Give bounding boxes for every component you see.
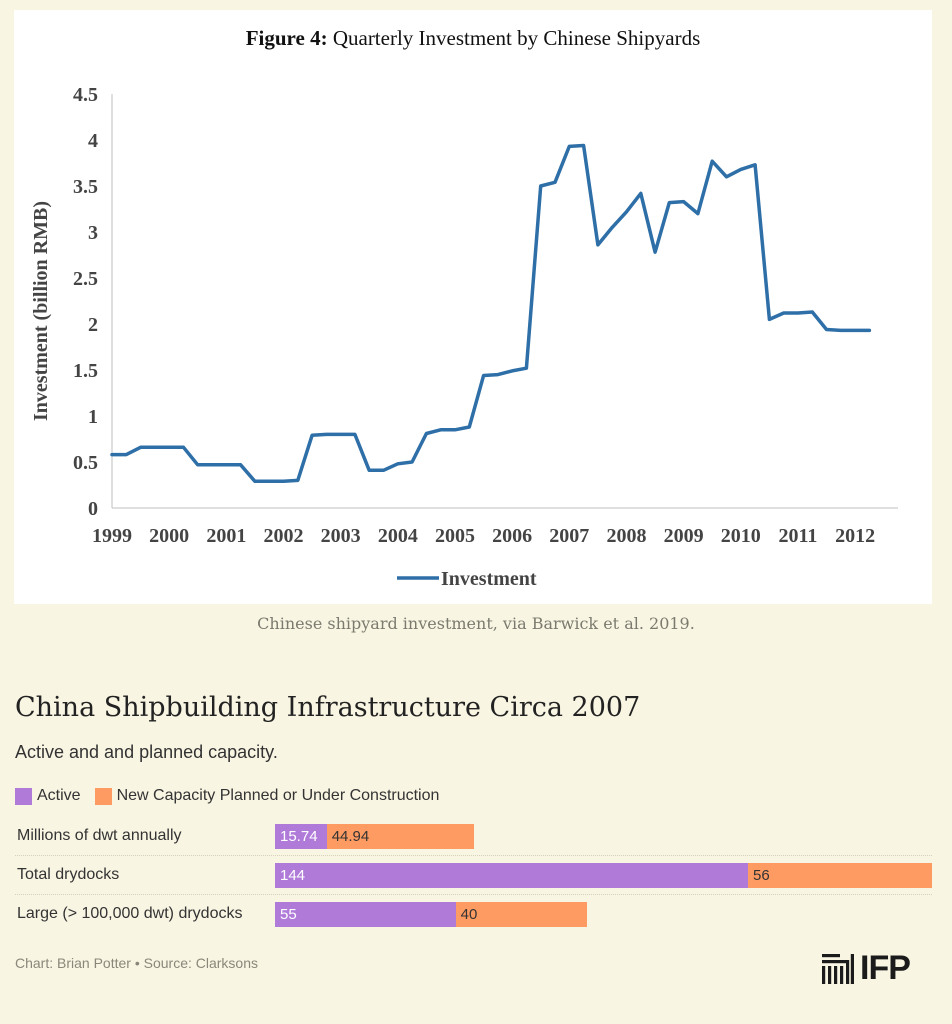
x-tick-label: 1999: [92, 525, 132, 547]
x-tick-label: 2000: [149, 525, 189, 547]
bar-category-label: Millions of dwt annually: [17, 827, 182, 844]
y-tick-label: 2.5: [73, 268, 98, 290]
bar-segment-planned: 44.94: [326, 824, 475, 849]
y-tick-label: 1.5: [73, 360, 98, 382]
ifp-logo: IFP: [822, 948, 911, 987]
figure-4-title-text: Quarterly Investment by Chinese Shipyard…: [332, 26, 701, 50]
bar-segment-planned: 56: [748, 863, 932, 888]
legend-label-active: Active: [37, 787, 81, 804]
bar-row: Large (> 100,000 dwt) drydocks 55 40: [15, 896, 932, 934]
line-chart: 0 0.5 1 1.5 2 2.5 3 3.5 4 4.5 1999 2000 2001 2002 2003…: [30, 84, 898, 590]
figure-4-title-prefix: Figure 4:: [245, 26, 328, 50]
y-tick-label: 4.5: [73, 84, 98, 106]
x-tick-label: 2010: [721, 525, 761, 547]
y-tick-label: 1: [88, 406, 98, 428]
x-tick-label: 2011: [779, 525, 818, 547]
y-tick-label: 0: [88, 498, 98, 520]
x-tick-label: 2012: [835, 525, 875, 547]
bar-row: Total drydocks 144 56: [15, 857, 932, 895]
bar-segment-planned: 40: [455, 902, 588, 927]
x-tick-label: 2002: [263, 525, 303, 547]
row-divider: [15, 855, 932, 856]
row-divider: [15, 894, 932, 895]
x-tick-label: 2003: [321, 525, 361, 547]
bar-chart-legend: Active New Capacity Planned or Under Con…: [15, 787, 453, 805]
legend-item-planned: New Capacity Planned or Under Constructi…: [94, 787, 440, 805]
bar-chart-title: China Shipbuilding Infrastructure Circa …: [15, 692, 641, 723]
y-axis-label: Investment (billion RMB): [30, 201, 52, 421]
bar-category-label: Large (> 100,000 dwt) drydocks: [17, 905, 243, 922]
bar-segment-active: 15.74: [275, 824, 327, 849]
y-tick-label: 2: [88, 314, 98, 336]
legend-label-planned: New Capacity Planned or Under Constructi…: [116, 787, 440, 804]
figure-4-panel: Figure 4: Quarterly Investment by Chines…: [14, 10, 932, 604]
y-tick-label: 0.5: [73, 452, 98, 474]
y-tick-label: 3: [88, 222, 98, 244]
chart-credit: Chart: Brian Potter • Source: Clarksons: [15, 955, 258, 971]
legend-swatch-active: [15, 787, 32, 805]
figure-4-title: Figure 4: Quarterly Investment by Chines…: [14, 26, 932, 51]
x-tick-label: 2008: [606, 525, 646, 547]
x-tick-label: 2004: [378, 525, 418, 547]
x-tick-label: 2007: [549, 525, 589, 547]
ifp-logo-icon: [822, 954, 854, 984]
legend-item-active: Active: [15, 787, 81, 805]
bar-chart-subtitle: Active and and planned capacity.: [15, 742, 278, 762]
bar-segment-active: 144: [275, 863, 749, 888]
y-tick-label: 3.5: [73, 176, 98, 198]
x-tick-label: 2001: [206, 525, 246, 547]
ifp-logo-text: IFP: [860, 948, 911, 987]
x-tick-label: 2006: [492, 525, 532, 547]
legend-swatch-planned: [94, 787, 112, 805]
figure-4-caption: Chinese shipyard investment, via Barwick…: [257, 614, 695, 633]
bar-category-label: Total drydocks: [17, 866, 120, 883]
x-tick-label: 2005: [435, 525, 475, 547]
x-tick-label: 2009: [664, 525, 704, 547]
y-tick-label: 4: [88, 130, 98, 152]
series-line-investment: [110, 143, 872, 484]
legend-label-investment: Investment: [441, 568, 537, 590]
bar-row: Millions of dwt annually 15.74 44.94: [15, 818, 932, 856]
bar-segment-active: 55: [275, 902, 456, 927]
